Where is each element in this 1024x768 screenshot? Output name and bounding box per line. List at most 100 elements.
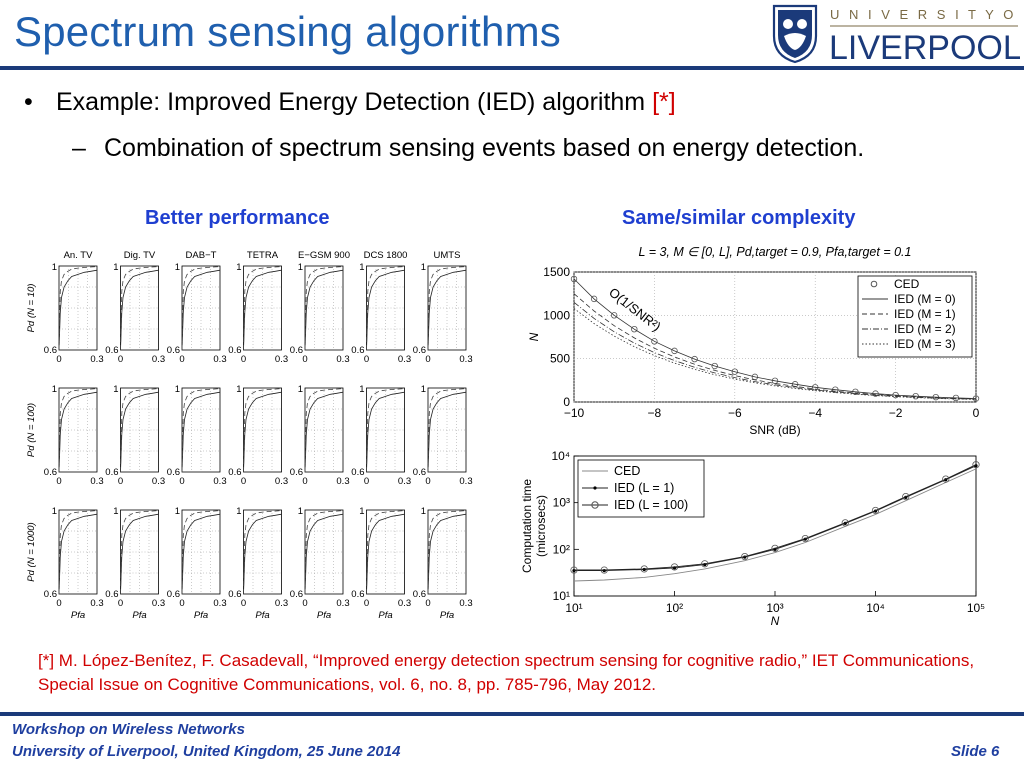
legend-label: IED (M = 3)	[894, 337, 956, 351]
circle-marker	[600, 566, 608, 574]
x-tick-label: 0.3	[459, 354, 472, 365]
roc-panel: 1 0.60 0.3 Pfa	[290, 506, 350, 621]
dot-marker	[572, 569, 576, 573]
circle-marker	[902, 492, 910, 501]
bullet-dot: •	[24, 88, 33, 116]
citation: [*] M. López-Benítez, F. Casadevall, “Im…	[38, 651, 975, 694]
x-tick-label: 0.3	[213, 476, 226, 487]
x-tick-label: 0.3	[275, 354, 288, 365]
roc-curve	[366, 269, 405, 351]
x-axis-label: N	[771, 614, 780, 626]
ced-marker	[590, 295, 598, 303]
roc-curve	[58, 266, 98, 351]
x-tick-label: 0.3	[336, 598, 349, 609]
ced-marker	[731, 368, 738, 375]
roc-curve	[181, 388, 221, 473]
roc-curve	[243, 510, 282, 595]
y-tick-label: 10²	[553, 542, 570, 556]
time-chart: 10¹ 10² 10³ 10⁴ 10⁵ 10¹ 10² 10³ 10⁴ N Computation …	[520, 449, 985, 626]
y-axis-label: Computation time(microsecs)	[520, 479, 548, 573]
y-tick-label: 0.6	[413, 345, 426, 356]
x-tick-label: 0	[118, 598, 123, 609]
x-axis-label: SNR (dB)	[749, 423, 800, 437]
roc-panel: 1 0.60 0.3	[105, 262, 165, 365]
x-tick-label: 0.3	[152, 476, 165, 487]
roc-curve	[366, 510, 405, 595]
ced-marker	[691, 355, 698, 363]
grid-column-label: UMTS	[434, 250, 461, 261]
circle-marker	[640, 565, 648, 573]
y-tick-label: 1	[298, 506, 303, 517]
y-tick-label: 0.6	[290, 589, 303, 600]
x-axis-label: Pfa	[255, 610, 269, 621]
roc-curve	[366, 266, 405, 351]
y-tick-label: 1	[113, 262, 118, 273]
legend-label: IED (M = 0)	[894, 292, 956, 306]
roc-curve	[181, 513, 221, 595]
x-tick-label: 0	[179, 598, 184, 609]
roc-curve	[243, 266, 282, 351]
roc-curve	[181, 266, 221, 351]
y-tick-label: 1000	[543, 308, 570, 322]
roc-curve	[120, 266, 159, 351]
grid-row-label: Pd (N = 10)	[26, 284, 37, 333]
roc-curve	[366, 513, 405, 595]
y-tick-label: 0.6	[228, 345, 241, 356]
legend-marker	[870, 280, 878, 288]
grid-row-label: Pd (N = 1000)	[26, 522, 37, 581]
legend-label: IED (L = 1)	[614, 481, 674, 495]
x-tick-label: 0	[179, 354, 184, 365]
circle-marker	[871, 506, 880, 515]
grid-column-label: An. TV	[64, 250, 94, 261]
roc-panel: 1 0.60 0.3 Pfa	[167, 506, 227, 621]
right-heading: Same/similar complexity	[622, 207, 856, 229]
roc-curve	[304, 513, 344, 595]
snr-chart: L = 3, M ∈ [0, L], Pd,target = 0.9, Pfa,…	[527, 245, 980, 437]
x-tick-label: 10³	[766, 601, 783, 615]
y-tick-label: 0.6	[105, 345, 118, 356]
grid-column-label: DCS 1800	[364, 250, 408, 261]
x-tick-label: 0.3	[152, 354, 165, 365]
grid-column-label: Dig. TV	[124, 250, 156, 261]
y-tick-label: 0.6	[44, 345, 57, 356]
x-tick-label: −6	[728, 406, 742, 420]
x-tick-label: 0.3	[459, 476, 472, 487]
y-tick-label: 1	[175, 262, 180, 273]
x-tick-label: 0.3	[336, 476, 349, 487]
roc-curve	[366, 388, 405, 473]
circle-marker	[771, 544, 779, 552]
legend-marker	[591, 501, 599, 509]
y-tick-label: 1	[113, 384, 118, 395]
x-axis-label: Pfa	[71, 610, 85, 621]
circle-marker	[670, 563, 679, 571]
grid-column-label: E−GSM 900	[298, 250, 350, 261]
y-tick-label: 0.6	[351, 467, 364, 478]
logo-top-text: U N I V E R S I T Y O F	[830, 7, 1020, 22]
ced-marker	[570, 275, 578, 283]
y-tick-label: 1	[298, 384, 303, 395]
x-axis-label: Pfa	[132, 610, 146, 621]
x-tick-label: 0	[241, 476, 246, 487]
roc-curve	[120, 269, 159, 351]
y-tick-label: 1	[113, 506, 118, 517]
footer-venue: University of Liverpool, United Kingdom,…	[12, 743, 401, 760]
x-tick-label: 0	[302, 476, 307, 487]
roc-panel: 1 0.60 0.3 Pfa	[413, 506, 473, 621]
x-tick-label: 0	[973, 406, 980, 420]
x-axis-label: Pfa	[378, 610, 392, 621]
reference-link[interactable]: [*]	[652, 88, 676, 116]
circle-marker	[570, 566, 578, 574]
left-heading: Better performance	[145, 207, 330, 229]
roc-curve	[304, 391, 344, 473]
roc-curve	[304, 510, 344, 595]
y-tick-label: 0.6	[167, 345, 180, 356]
x-tick-label: 0.3	[336, 354, 349, 365]
x-tick-label: −8	[648, 406, 662, 420]
roc-curve	[120, 388, 159, 473]
y-tick-label: 1	[421, 384, 426, 395]
y-tick-label: 1	[52, 506, 57, 517]
y-tick-label: 0.6	[105, 467, 118, 478]
roc-panel: 1 0.60 0.3	[351, 262, 411, 365]
roc-panel: 1 0.60 0.3	[290, 384, 350, 487]
y-tick-label: 1	[175, 506, 180, 517]
